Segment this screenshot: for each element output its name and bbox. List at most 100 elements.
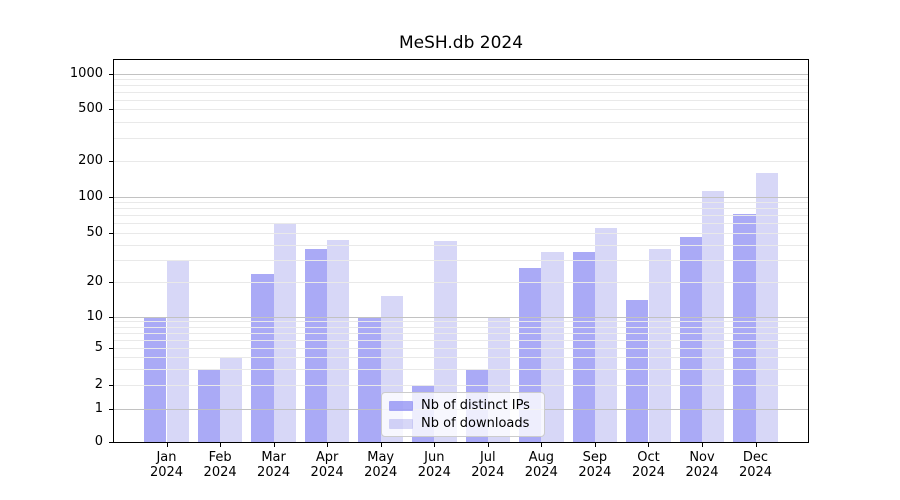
- x-tick-year: 2024: [524, 465, 558, 480]
- x-tick-label-nov: Nov 2024: [670, 450, 734, 480]
- y-tick-mark: [109, 348, 113, 349]
- minor-gridline: [114, 138, 808, 140]
- x-tick-year: 2024: [578, 465, 612, 480]
- legend-swatch-downloads: [389, 418, 413, 429]
- bar-ips-mar: [251, 274, 274, 442]
- x-tick-year: 2024: [417, 465, 451, 480]
- x-tick-month: Jan: [156, 450, 177, 465]
- plot-area: Nb of distinct IPs Nb of downloads: [113, 59, 809, 443]
- x-tick-label-may: May 2024: [349, 450, 413, 480]
- y-tick-mark: [109, 282, 113, 283]
- x-tick-mark: [381, 443, 382, 447]
- y-tick-mark: [109, 197, 113, 198]
- x-tick-year: 2024: [364, 465, 398, 480]
- x-tick-label-dec: Dec 2024: [724, 450, 788, 480]
- y-tick-mark: [109, 74, 113, 75]
- x-tick-year: 2024: [149, 465, 184, 480]
- y-tick-label: 200: [78, 153, 103, 168]
- x-tick-month: Mar: [261, 450, 286, 465]
- legend-label-distinct-ips: Nb of distinct IPs: [421, 398, 530, 413]
- y-tick-label: 5: [94, 340, 103, 355]
- x-tick-month: Apr: [315, 450, 339, 465]
- x-tick-year: 2024: [631, 465, 666, 480]
- minor-gridline: [114, 79, 808, 81]
- x-tick-month: Sep: [582, 450, 608, 465]
- y-tick-label: 20: [86, 273, 103, 289]
- minor-gridline: [114, 332, 808, 334]
- y-tick-label: 1000: [69, 66, 103, 81]
- minor-gridline: [114, 100, 808, 101]
- minor-gridline: [114, 202, 808, 204]
- minor-gridline: [114, 223, 808, 225]
- x-tick-year: 2024: [738, 465, 773, 480]
- x-tick-month: Feb: [208, 450, 232, 465]
- x-tick-year: 2024: [310, 465, 344, 480]
- legend-item-distinct-ips: Nb of distinct IPs: [389, 398, 537, 413]
- legend: Nb of distinct IPs Nb of downloads: [381, 392, 545, 437]
- y-tick-mark: [109, 442, 113, 443]
- y-tick-mark: [109, 161, 113, 162]
- legend-item-downloads: Nb of downloads: [389, 416, 537, 431]
- x-tick-year: 2024: [685, 465, 719, 480]
- x-tick-label-jun: Jun 2024: [402, 450, 466, 480]
- x-tick-label-mar: Mar 2024: [242, 450, 306, 480]
- y-tick-label: 0: [94, 434, 103, 449]
- x-tick-mark: [327, 443, 328, 447]
- minor-gridline: [114, 215, 808, 217]
- x-tick-month: Jun: [424, 450, 445, 465]
- bar-ips-apr: [304, 248, 328, 442]
- minor-gridline: [114, 244, 808, 246]
- x-tick-mark: [541, 443, 542, 447]
- bar-downloads-feb: [220, 357, 243, 442]
- minor-gridline: [114, 357, 808, 358]
- minor-gridline: [114, 109, 808, 111]
- y-tick-mark: [109, 109, 113, 110]
- bar-downloads-nov: [702, 190, 725, 442]
- x-tick-month: Nov: [689, 450, 715, 465]
- bar-ips-nov: [679, 237, 702, 442]
- minor-gridline: [114, 326, 808, 328]
- y-tick-label: 100: [78, 188, 103, 204]
- x-tick-mark: [756, 443, 757, 447]
- x-tick-month: Jul: [479, 450, 496, 465]
- minor-gridline: [114, 121, 808, 123]
- x-tick-mark: [220, 443, 221, 447]
- bar-downloads-jun: [434, 240, 457, 442]
- minor-gridline: [114, 161, 808, 162]
- legend-swatch-distinct-ips: [389, 400, 413, 411]
- y-tick-label: 1: [94, 400, 103, 416]
- y-tick-mark: [109, 409, 113, 410]
- y-tick-label: 500: [78, 101, 103, 117]
- y-tick-mark: [109, 233, 113, 234]
- x-tick-mark: [702, 443, 703, 447]
- x-tick-mark: [274, 443, 275, 447]
- y-tick-mark: [109, 317, 113, 318]
- bar-downloads-sep: [594, 227, 618, 442]
- x-tick-month: Oct: [637, 450, 660, 465]
- major-gridline: [114, 316, 808, 318]
- x-tick-label-jan: Jan 2024: [135, 450, 199, 480]
- minor-gridline: [114, 368, 808, 370]
- minor-gridline: [114, 260, 808, 261]
- x-tick-label-sep: Sep 2024: [563, 450, 627, 480]
- bar-ips-dec: [733, 213, 756, 442]
- x-tick-mark: [434, 443, 435, 447]
- major-gridline: [114, 196, 808, 198]
- minor-gridline: [114, 92, 808, 94]
- x-tick-year: 2024: [257, 465, 291, 480]
- bar-ips-jan: [144, 316, 167, 442]
- minor-gridline: [114, 321, 808, 323]
- legend-label-downloads: Nb of downloads: [421, 416, 530, 431]
- x-tick-mark: [488, 443, 489, 447]
- bar-ips-oct: [626, 299, 649, 442]
- x-tick-label-apr: Apr 2024: [295, 450, 359, 480]
- x-tick-year: 2024: [471, 465, 505, 480]
- bar-downloads-apr: [327, 239, 350, 442]
- major-gridline: [114, 74, 808, 75]
- x-tick-mark: [167, 443, 168, 447]
- minor-gridline: [114, 232, 808, 234]
- minor-gridline: [114, 339, 808, 341]
- bar-ips-feb: [197, 368, 221, 442]
- minor-gridline: [114, 385, 808, 386]
